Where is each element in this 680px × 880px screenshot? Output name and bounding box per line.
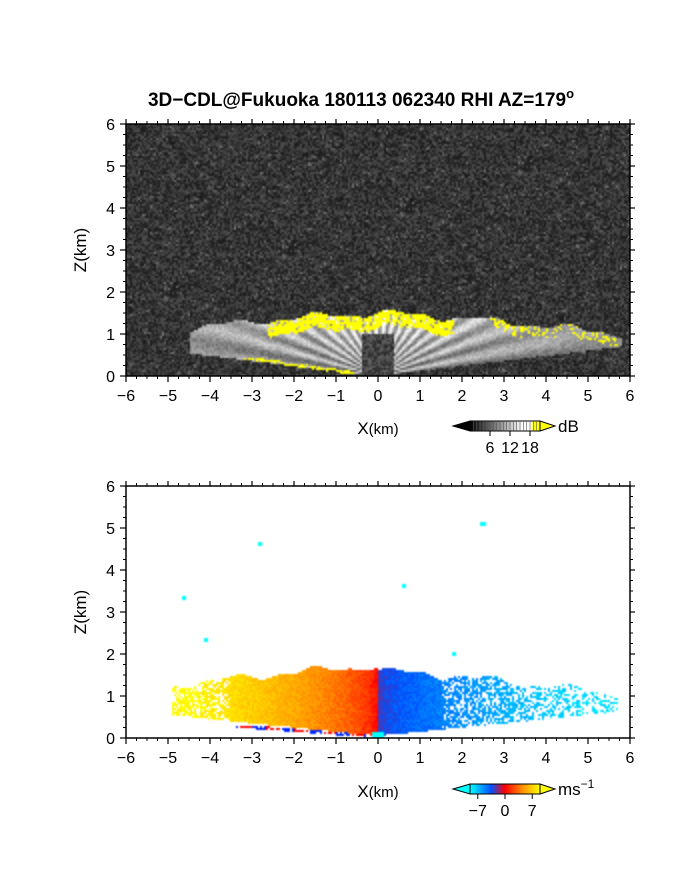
- velocity-y-axis-label: Z(km): [71, 590, 90, 634]
- velocity-y-ticks: 0 1 2 3 4 5 6: [106, 479, 635, 748]
- reflectivity-colorbar-tick-labels: 6 12 18: [486, 431, 539, 457]
- velocity-colorbar-tick-label: 7: [528, 803, 537, 820]
- reflectivity-colorbar-minor-ticks: [473, 421, 537, 431]
- velocity-y-tick-label: 3: [106, 605, 115, 622]
- velocity-y-tick-label: 6: [106, 479, 115, 496]
- reflectivity-x-tick-label: 1: [416, 388, 425, 405]
- velocity-x-tick-label: 2: [458, 750, 467, 767]
- reflectivity-y-tick-label: 1: [106, 327, 115, 344]
- velocity-heatmap: [126, 486, 630, 738]
- reflectivity-colorbar-low-triangle: [451, 420, 471, 432]
- velocity-colorbar: ms−1 −7 0 7: [451, 777, 595, 820]
- velocity-x-tick-label: −4: [201, 750, 219, 767]
- reflectivity-x-tick-label: 4: [542, 388, 551, 405]
- chart-title: 3D−CDL@Fukuoka 180113 062340 RHI AZ=179o: [148, 86, 574, 111]
- reflectivity-colorbar-bar: [469, 420, 541, 432]
- velocity-x-tick-label: −5: [159, 750, 177, 767]
- velocity-colorbar-tick-label: 0: [501, 803, 510, 820]
- reflectivity-colorbar-tick-label: 18: [521, 440, 539, 457]
- velocity-x-tick-label: 6: [626, 750, 635, 767]
- velocity-x-tick-label: 5: [584, 750, 593, 767]
- velocity-colorbar-tick-labels: −7 0 7: [469, 794, 537, 820]
- velocity-x-tick-label: 4: [542, 750, 551, 767]
- velocity-y-tick-label: 5: [106, 521, 115, 538]
- velocity-colorbar-low-triangle: [451, 783, 471, 795]
- reflectivity-x-tick-label: 5: [584, 388, 593, 405]
- reflectivity-y-tick-label: 4: [106, 201, 115, 218]
- reflectivity-x-ticks: −6 −5 −4 −3 −2 −1 0 1 2 3 4 5 6: [117, 119, 635, 405]
- velocity-y-tick-label: 2: [106, 647, 115, 664]
- velocity-x-tick-label: −3: [243, 750, 261, 767]
- reflectivity-colorbar-tick-label: 6: [486, 440, 495, 457]
- reflectivity-colorbar-tick-label: 12: [501, 440, 519, 457]
- reflectivity-x-tick-label: −1: [327, 388, 345, 405]
- reflectivity-x-tick-label: −6: [117, 388, 135, 405]
- reflectivity-colorbar-unit: dB: [558, 417, 579, 436]
- reflectivity-heatmap: [126, 124, 630, 376]
- reflectivity-x-tick-label: −2: [285, 388, 303, 405]
- velocity-x-ticks: −6 −5 −4 −3 −2 −1 0 1 2 3 4 5 6: [117, 481, 635, 767]
- velocity-y-tick-label: 1: [106, 689, 115, 706]
- reflectivity-x-tick-label: 0: [374, 388, 383, 405]
- velocity-colorbar-bar: [469, 783, 541, 795]
- reflectivity-x-tick-label: 6: [626, 388, 635, 405]
- reflectivity-x-tick-label: −5: [159, 388, 177, 405]
- velocity-x-axis-label: X(km): [357, 782, 398, 801]
- velocity-colorbar-unit: ms−1: [558, 777, 595, 799]
- velocity-colorbar-high-triangle: [539, 783, 557, 795]
- reflectivity-x-axis-label: X(km): [357, 419, 398, 438]
- reflectivity-y-tick-label: 5: [106, 159, 115, 176]
- reflectivity-y-tick-label: 0: [106, 369, 115, 386]
- velocity-x-tick-label: 0: [374, 750, 383, 767]
- reflectivity-y-axis-label: Z(km): [71, 228, 90, 272]
- velocity-x-tick-label: −1: [327, 750, 345, 767]
- title-degree-sup: o: [566, 86, 574, 101]
- reflectivity-colorbar: dB 6 12 18: [451, 417, 579, 457]
- velocity-x-tick-label: 3: [500, 750, 509, 767]
- reflectivity-x-tick-label: −4: [201, 388, 219, 405]
- reflectivity-x-tick-label: 3: [500, 388, 509, 405]
- reflectivity-x-tick-label: −3: [243, 388, 261, 405]
- velocity-x-tick-label: 1: [416, 750, 425, 767]
- velocity-y-tick-label: 0: [106, 731, 115, 748]
- reflectivity-y-tick-label: 6: [106, 117, 115, 134]
- reflectivity-y-ticks: 0 1 2 3 4 5 6: [106, 117, 635, 386]
- velocity-x-tick-label: −2: [285, 750, 303, 767]
- reflectivity-x-tick-label: 2: [458, 388, 467, 405]
- reflectivity-y-tick-label: 3: [106, 243, 115, 260]
- velocity-colorbar-tick-label: −7: [469, 803, 487, 820]
- reflectivity-y-tick-label: 2: [106, 285, 115, 302]
- velocity-x-tick-label: −6: [117, 750, 135, 767]
- reflectivity-colorbar-high-triangle: [539, 420, 557, 432]
- velocity-y-tick-label: 4: [106, 563, 115, 580]
